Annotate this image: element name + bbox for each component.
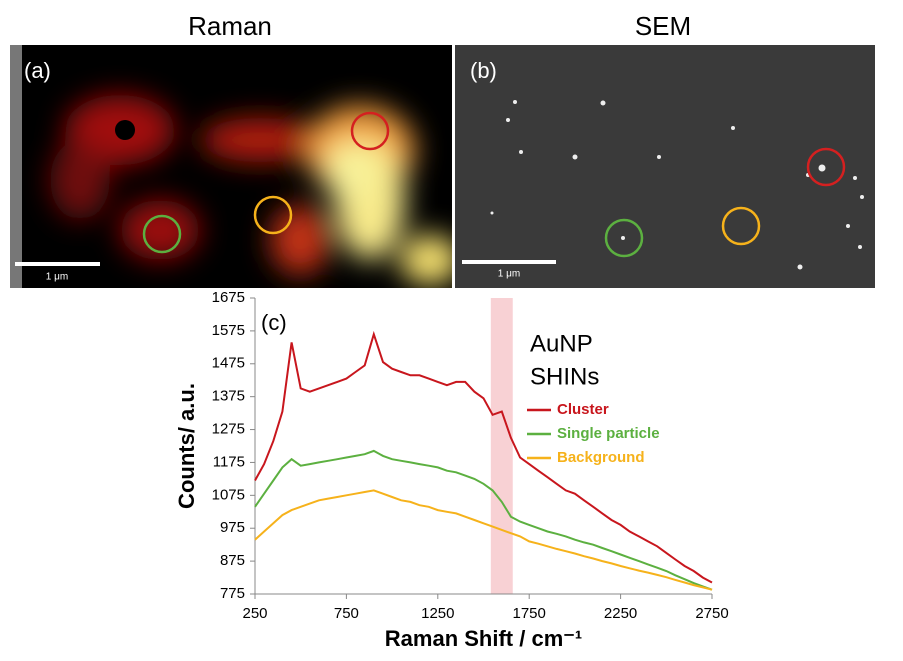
y-tick-label: 775 [220, 585, 245, 602]
panel-title: Raman [188, 11, 272, 41]
legend-label: Background [557, 449, 645, 466]
series-line [254, 449, 713, 591]
x-tick-label: 2750 [695, 605, 728, 622]
legend-title: AuNP [530, 330, 593, 357]
y-tick-label: 1575 [212, 322, 245, 339]
x-tick-label: 1750 [513, 605, 546, 622]
series-line [254, 489, 713, 591]
y-tick-label: 1675 [212, 289, 245, 306]
panel-label: (c) [261, 310, 287, 335]
x-axis-label: Raman Shift / cm⁻¹ [385, 626, 582, 651]
scale-bar-label: 1 μm [46, 272, 68, 283]
panel-label: (a) [24, 58, 51, 83]
y-tick-label: 875 [220, 552, 245, 569]
panel-title: SEM [635, 11, 691, 41]
x-tick-label: 250 [242, 605, 267, 622]
panel-label: (b) [470, 58, 497, 83]
chart: 775 875 975 1075 1175 1275 1375 1475 1575 1675 250… [174, 289, 729, 651]
legend-title: SHINs [530, 363, 599, 390]
x-tick-label: 2250 [604, 605, 637, 622]
y-tick-label: 975 [220, 519, 245, 536]
legend-label: Cluster [557, 401, 609, 418]
y-tick-label: 1075 [212, 486, 245, 503]
y-tick-label: 1375 [212, 388, 245, 405]
sem-image [455, 45, 875, 288]
x-tick-label: 750 [334, 605, 359, 622]
scale-bar-label: 1 μm [498, 269, 520, 280]
legend-label: Single particle [557, 425, 660, 442]
x-tick-label: 1250 [421, 605, 454, 622]
y-tick-label: 1175 [213, 453, 245, 470]
y-tick-label: 1275 [212, 421, 245, 438]
series-line [254, 330, 713, 584]
y-axis-label: Counts/ a.u. [174, 383, 199, 509]
y-tick-label: 1475 [212, 355, 245, 372]
raman-map [10, 45, 452, 288]
highlight-band [490, 298, 513, 594]
